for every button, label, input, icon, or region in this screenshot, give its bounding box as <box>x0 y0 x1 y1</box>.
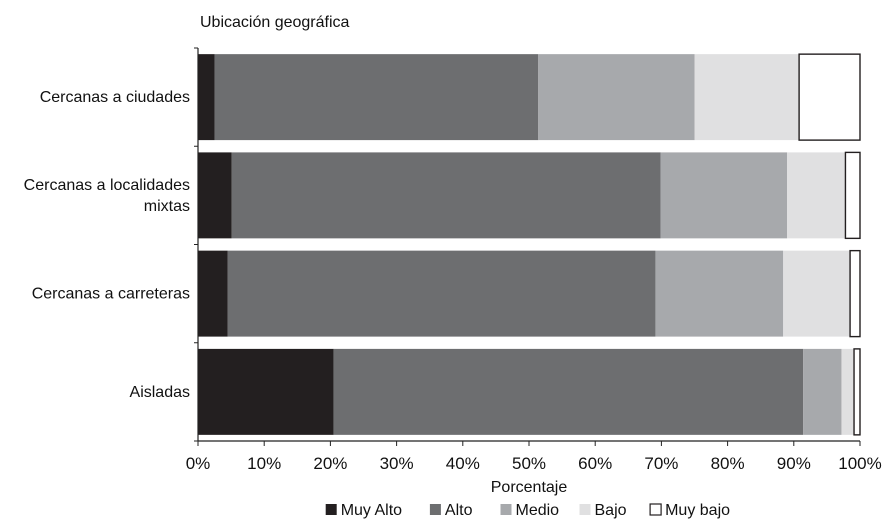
category-label-line: Cercanas a ciudades <box>40 89 190 106</box>
bar-cercanas-a-localidades-mixtas-alto <box>231 152 661 239</box>
bar-aisladas-bajo <box>841 348 855 435</box>
bars-layer <box>198 53 861 436</box>
bar-cercanas-a-ciudades-medio <box>538 54 695 141</box>
legend-label-medio: Medio <box>516 502 560 519</box>
x-tick-label: 90% <box>777 454 811 473</box>
bar-group-aisladas <box>198 348 861 436</box>
category-label-line: Cercanas a carreteras <box>32 286 190 303</box>
bar-cercanas-a-carreteras-muy-alto <box>198 250 228 337</box>
x-tick-label: 100% <box>838 454 881 473</box>
x-axis-label: Porcentaje <box>491 479 568 496</box>
category-label-line: mixtas <box>144 198 190 215</box>
legend-item-muy-bajo: Muy bajo <box>649 502 730 519</box>
category-label-cercanas-a-ciudades: Cercanas a ciudades <box>40 89 190 106</box>
legend-label-bajo: Bajo <box>595 502 627 519</box>
x-tick-label: 0% <box>186 454 211 473</box>
bar-aisladas-muy-bajo <box>853 348 861 436</box>
bar-cercanas-a-carreteras-muy-bajo <box>849 249 861 338</box>
legend-swatch-muy-bajo <box>649 503 662 516</box>
category-label-aisladas: Aisladas <box>130 384 190 401</box>
bar-cercanas-a-localidades-mixtas-muy-bajo <box>844 151 861 240</box>
legend: Muy Alto Alto Medio Bajo Muy bajo <box>325 502 730 519</box>
bar-cercanas-a-ciudades-muy-alto <box>198 54 215 141</box>
bar-cercanas-a-carreteras-alto <box>227 250 656 337</box>
x-tick-label: 40% <box>446 454 480 473</box>
category-label-line: Aisladas <box>130 384 190 401</box>
bar-cercanas-a-carreteras-bajo <box>783 250 851 337</box>
bar-aisladas-medio <box>803 348 842 435</box>
category-label-line: Cercanas a localidades <box>24 177 190 194</box>
bar-aisladas-muy-alto <box>198 348 334 435</box>
category-label-cercanas-a-localidades-mixtas: Cercanas a localidades mixtas <box>24 177 190 215</box>
category-label-cercanas-a-carreteras: Cercanas a carreteras <box>32 286 190 303</box>
bar-cercanas-a-carreteras-medio <box>655 250 784 337</box>
legend-swatch-alto <box>429 504 441 515</box>
x-tick-label: 60% <box>578 454 612 473</box>
legend-swatch-bajo <box>579 504 591 515</box>
legend-item-alto: Alto <box>429 502 473 519</box>
bar-cercanas-a-ciudades-alto <box>214 54 539 141</box>
bar-group-cercanas-a-carreteras <box>198 249 861 338</box>
legend-item-medio: Medio <box>500 502 560 519</box>
x-tick-label: 80% <box>711 454 745 473</box>
x-tick-label: 50% <box>512 454 546 473</box>
bar-cercanas-a-localidades-mixtas-medio <box>660 152 788 239</box>
bar-aisladas-alto <box>333 348 804 435</box>
bar-cercanas-a-localidades-mixtas-muy-alto <box>198 152 232 239</box>
legend-item-bajo: Bajo <box>579 502 627 519</box>
legend-swatch-muy-alto <box>325 504 337 515</box>
x-tick-label: 70% <box>644 454 678 473</box>
bar-cercanas-a-ciudades-bajo <box>694 54 800 141</box>
x-tick-label: 30% <box>380 454 414 473</box>
chart-title: Ubicación geográfica <box>200 14 350 31</box>
axis-layer: 0% 10% 20% 30% 40% 50% 60% 70% 80% 90% 100% <box>186 47 882 473</box>
x-tick-label: 10% <box>247 454 281 473</box>
legend-label-muy-bajo: Muy bajo <box>665 502 730 519</box>
x-tick-label: 20% <box>313 454 347 473</box>
bar-cercanas-a-ciudades-muy-bajo <box>798 53 861 141</box>
legend-label-muy-alto: Muy Alto <box>341 502 402 519</box>
bar-group-cercanas-a-localidades-mixtas <box>198 151 861 240</box>
category-labels: Cercanas a ciudades Cercanas a localidade… <box>24 89 190 401</box>
bar-cercanas-a-localidades-mixtas-bajo <box>787 152 846 239</box>
legend-item-muy-alto: Muy Alto <box>325 502 402 519</box>
bar-group-cercanas-a-ciudades <box>198 53 861 141</box>
legend-label-alto: Alto <box>445 502 473 519</box>
legend-swatch-medio <box>500 504 512 515</box>
